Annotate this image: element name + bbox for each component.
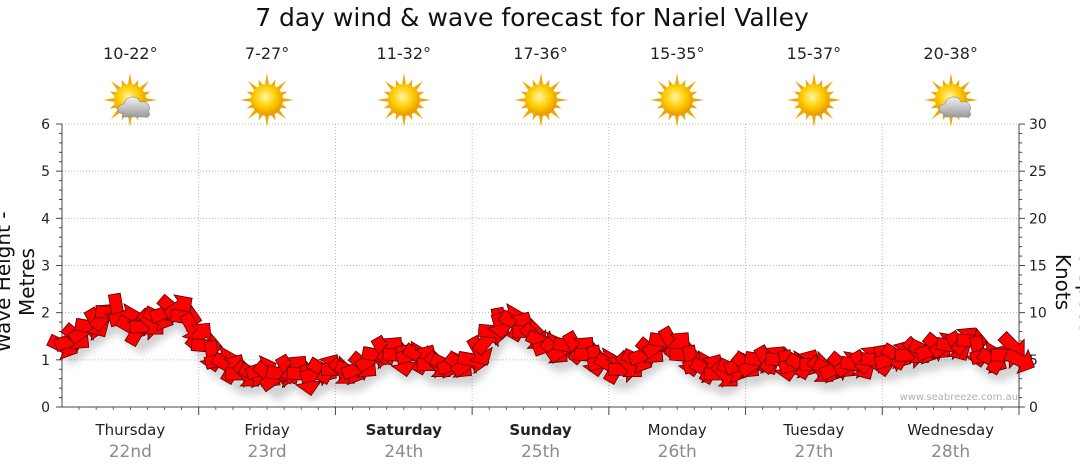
day-temperature: 11-32° — [376, 44, 432, 63]
day-name-label: Saturday — [365, 421, 442, 439]
left-tick-label: 3 — [41, 259, 50, 275]
right-tick-label: 10 — [1029, 306, 1047, 322]
right-tick-label: 5 — [1029, 353, 1038, 369]
right-tick-label: 25 — [1029, 164, 1047, 180]
sunny-icon — [235, 68, 299, 132]
left-tick-label: 1 — [41, 353, 50, 369]
day-name-label: Sunday — [509, 421, 572, 439]
chart-title: 7 day wind & wave forecast for Nariel Va… — [255, 3, 809, 32]
sunny-icon — [645, 68, 709, 132]
day-temperature: 10-22° — [103, 44, 158, 63]
day-name-label: Monday — [647, 421, 707, 439]
right-tick-label: 15 — [1029, 259, 1047, 275]
day-name-label: Wednesday — [907, 421, 995, 439]
wind-arrows — [46, 292, 1035, 396]
partly-cloudy-icon — [919, 68, 983, 132]
day-name-label: Thursday — [95, 421, 166, 439]
left-axis-label: Wave Height - Metres — [0, 212, 39, 353]
day-date-label: 28th — [931, 442, 971, 462]
day-temperature: 17-36° — [513, 44, 568, 63]
left-tick-label: 2 — [41, 306, 50, 322]
day-date-label: 26th — [657, 442, 697, 462]
day-temperature: 7-27° — [244, 44, 290, 63]
watermark: www.seabreeze.com.au — [899, 392, 1018, 403]
sunny-icon — [782, 68, 846, 132]
day-temperature: 20-38° — [923, 44, 978, 63]
left-tick-label: 5 — [41, 164, 50, 180]
day-date-label: 23rd — [247, 442, 287, 462]
left-tick-label: 0 — [41, 400, 50, 416]
day-name-label: Tuesday — [783, 421, 845, 439]
right-axis-label: Wind Speed - Knots — [1051, 215, 1080, 349]
day-date-label: 22nd — [108, 442, 152, 462]
left-tick-label: 4 — [41, 211, 50, 227]
day-temperature: 15-37° — [786, 44, 842, 63]
day-temperature: 15-35° — [649, 44, 705, 63]
sunny-icon — [372, 68, 436, 132]
sunny-icon — [509, 68, 573, 132]
right-tick-label: 30 — [1029, 117, 1047, 133]
wind-arrow-shape — [1003, 347, 1035, 374]
partly-cloudy-icon — [98, 68, 162, 132]
day-name-label: Friday — [244, 421, 290, 439]
right-tick-label: 20 — [1029, 211, 1047, 227]
right-tick-label: 0 — [1029, 400, 1038, 416]
day-date-label: 27th — [794, 442, 834, 462]
left-tick-label: 6 — [41, 117, 50, 133]
day-date-label: 24th — [384, 442, 424, 462]
day-date-label: 25th — [520, 442, 561, 462]
wind-arrow — [1003, 347, 1035, 374]
